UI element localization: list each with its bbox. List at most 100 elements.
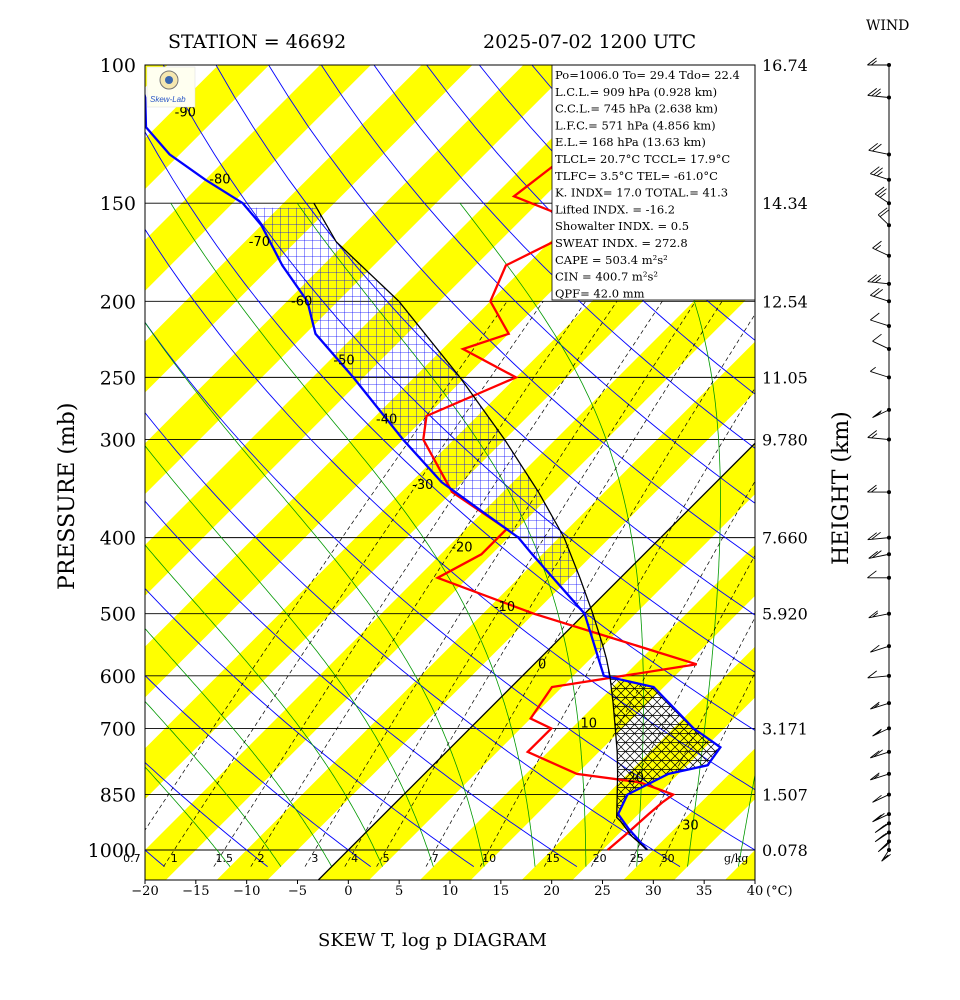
wind-barb [870, 772, 890, 781]
wind-barb [872, 794, 890, 803]
wind-barb [872, 240, 890, 257]
wind-barb [870, 644, 890, 653]
temperature-tick-label: −5 [288, 884, 307, 899]
mixing-ratio-label: 1 [171, 852, 178, 865]
dry-adiabat [145, 228, 755, 791]
temperature-tick-label: 5 [395, 884, 403, 899]
profile-lines [145, 65, 723, 851]
dry-adiabat [145, 849, 165, 867]
mixing-ratio-line [304, 301, 663, 867]
pressure-tick-label: 200 [100, 291, 136, 313]
dry-adiabat [373, 65, 755, 449]
wind-barb [867, 57, 889, 66]
isotherm-band [725, 850, 755, 880]
dry-adiabat [795, 65, 960, 867]
wind-barb [867, 430, 890, 440]
wind-barb [874, 823, 890, 833]
temperature-tick-label: 40 [747, 884, 764, 899]
logo-text: Skew-Lab [150, 95, 186, 104]
temperature-tick-label: 35 [696, 884, 713, 899]
mixing-ratio-line [344, 301, 696, 867]
isotherm-band [145, 65, 371, 291]
index-line: C.C.L.= 745 hPa (2.638 km) [555, 102, 718, 116]
dry-adiabat [145, 411, 681, 867]
wind-barb [870, 366, 890, 378]
pressure-tick-label: 300 [100, 430, 136, 452]
temperature-tick-label: 15 [493, 884, 510, 899]
height-tick-label: 9.780 [762, 431, 808, 450]
wind-barb [867, 531, 890, 541]
moist-adiabat [170, 202, 536, 867]
pressure-tick-label: 500 [100, 604, 136, 626]
pressure-tick-label: 850 [100, 785, 136, 807]
mixing-ratio-label: 7 [432, 852, 439, 865]
wind-barb [872, 813, 890, 823]
mixing-ratio-line [659, 672, 755, 867]
isotherm-band [145, 65, 168, 88]
wind-barb [877, 841, 890, 853]
dry-adiabat [145, 674, 371, 867]
footer-title: SKEW T, log p DIAGRAM [318, 930, 547, 951]
index-line: Showalter INDX. = 0.5 [555, 219, 689, 233]
wind-barb [870, 749, 890, 759]
cape-cin-areas [246, 207, 721, 850]
pressure-axis-labels: 100 150 200 250 300 400 500 600 700 850 1000 [88, 55, 136, 862]
mixing-ratio-label: 2 [258, 852, 265, 865]
height-tick-label: 1.507 [762, 786, 808, 805]
cin-area [610, 678, 721, 850]
isotherm-band [216, 341, 755, 880]
mixing-ratio-line [250, 301, 618, 867]
isotherm-label: -30 [412, 478, 433, 493]
mixing-ratio-label: 25 [630, 852, 644, 865]
dry-adiabat [145, 321, 755, 851]
index-line: E.L.= 168 hPa (13.63 km) [555, 135, 706, 149]
index-line: TLFC= 3.5°C TEL= -61.0°C [555, 169, 718, 183]
mixing-ratio-line [145, 301, 508, 831]
height-tick-label: 14.34 [762, 194, 808, 213]
wind-barb [870, 312, 890, 327]
wind-title: WIND [866, 18, 909, 34]
dry-adiabat [426, 65, 755, 395]
wind-barb [872, 333, 890, 350]
wind-barb [868, 142, 890, 155]
wind-barb [867, 670, 890, 679]
pressure-tick-label: 400 [100, 528, 136, 550]
station-label: STATION = 46692 [168, 31, 346, 53]
height-tick-label: 0.078 [762, 841, 808, 860]
wind-barb [867, 484, 890, 493]
isotherm-label: 10 [581, 716, 598, 731]
cape-area [246, 207, 610, 676]
index-line: L.C.L.= 909 hPa (0.928 km) [555, 85, 717, 99]
index-text: Po=1006.0 To= 29.4 Tdo= 22.4 L.C.L.= 909 … [555, 68, 740, 300]
height-tick-label: 3.171 [762, 719, 808, 738]
index-line: CIN = 400.7 m²s² [555, 270, 658, 284]
moist-adiabat-lines [145, 202, 755, 867]
isotherm-label: -40 [376, 413, 397, 428]
wind-profile [867, 57, 891, 862]
temperature-tick-label: 25 [594, 884, 611, 899]
isotherm-band [145, 65, 270, 190]
dry-adiabat [268, 65, 755, 560]
mixing-ratio-label: 15 [546, 852, 560, 865]
isotherm-label: 20 [628, 771, 645, 786]
index-line: QPF= 42.0 mm [555, 286, 645, 300]
wind-barb [867, 570, 890, 579]
dry-adiabat [145, 500, 578, 867]
mixing-ratio-line [591, 554, 755, 867]
wind-barb [870, 166, 890, 181]
dry-adiabat [145, 587, 475, 867]
temperature-tick-label: −15 [182, 884, 209, 899]
temperature-axis-labels: −20 −15 −10 −5 0 5 10 15 20 25 30 35 40 [131, 880, 763, 899]
pressure-tick-label: 700 [100, 718, 136, 740]
wind-barb [870, 701, 890, 710]
isotherm-label: -90 [175, 106, 196, 121]
dry-adiabat [0, 65, 61, 867]
index-line: SWEAT INDX. = 272.8 [555, 236, 688, 250]
isotherm-label: -80 [209, 173, 230, 188]
isotherm-band [420, 545, 755, 880]
pressure-tick-label: 1000 [88, 840, 136, 862]
wind-barb [868, 610, 890, 619]
moist-adiabat [145, 627, 333, 867]
moist-adiabat [145, 544, 383, 867]
moist-adiabat [145, 700, 282, 867]
